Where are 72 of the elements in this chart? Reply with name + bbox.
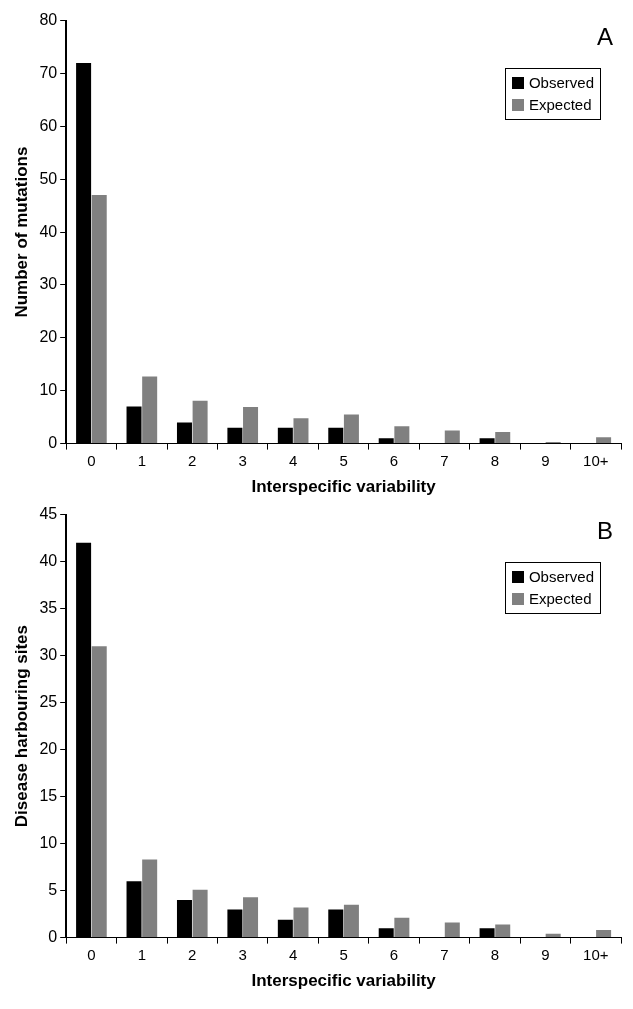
- x-tick-label: 3: [238, 451, 247, 469]
- bar: [444, 922, 460, 938]
- x-axis-title: Interspecific variability: [251, 477, 437, 497]
- bar: [596, 930, 612, 938]
- bar: [444, 430, 460, 444]
- x-tick-label: 4: [288, 945, 298, 963]
- y-tick-label: 25: [39, 693, 58, 711]
- y-tick-label: 5: [48, 881, 58, 899]
- y-tick-label: 35: [39, 599, 58, 617]
- y-tick-label: 20: [39, 740, 58, 758]
- legend-label: Expected: [528, 589, 592, 609]
- x-tick-label: 6: [389, 451, 399, 469]
- y-tick-label: 60: [39, 116, 58, 134]
- y-tick-label: 10: [39, 381, 58, 399]
- bar: [91, 646, 107, 938]
- x-tick-label: 0: [87, 945, 96, 963]
- y-axis-title: Number of mutations: [11, 146, 31, 318]
- x-tick-label: 5: [339, 451, 348, 469]
- bar: [394, 426, 410, 444]
- bar: [293, 907, 309, 938]
- x-axis-title: Interspecific variability: [251, 971, 437, 991]
- x-tick-label: 10+: [583, 945, 609, 963]
- y-tick-label: 30: [39, 275, 58, 293]
- x-tick-label: 4: [288, 451, 298, 469]
- legend-label: Observed: [528, 73, 594, 93]
- bar: [243, 407, 259, 444]
- y-tick-label: 15: [39, 787, 58, 805]
- x-tick-label: 9: [541, 945, 550, 963]
- x-tick-label: 1: [137, 451, 147, 469]
- x-tick-label: 7: [440, 451, 449, 469]
- x-tick-label: 3: [238, 945, 247, 963]
- bar: [343, 904, 359, 938]
- bar: [243, 897, 259, 938]
- x-tick-label: 8: [490, 451, 500, 469]
- legend-label: Expected: [528, 95, 592, 115]
- bar: [495, 924, 511, 938]
- bar: [343, 414, 359, 444]
- x-tick-label: 2: [188, 451, 197, 469]
- annotation: B: [596, 517, 613, 545]
- y-tick-label: 45: [39, 505, 58, 523]
- legend-label: Observed: [528, 567, 594, 587]
- bar: [142, 859, 158, 938]
- bar: [394, 917, 410, 938]
- bar: [91, 195, 107, 444]
- annotation: A: [596, 23, 613, 51]
- bar: [293, 418, 309, 444]
- x-tick-label: 0: [87, 451, 96, 469]
- y-tick-label: 0: [48, 434, 58, 452]
- x-tick-label: 7: [440, 945, 449, 963]
- bar: [142, 376, 158, 444]
- x-tick-label: 8: [490, 945, 500, 963]
- x-tick-label: 9: [541, 451, 550, 469]
- bar: [192, 400, 208, 444]
- bar: [596, 437, 612, 444]
- y-tick-label: 10: [39, 834, 58, 852]
- bar: [495, 431, 511, 444]
- x-tick-label: 10+: [583, 451, 609, 469]
- x-tick-label: 5: [339, 945, 348, 963]
- y-tick-label: 20: [39, 328, 58, 346]
- y-tick-label: 70: [39, 63, 58, 81]
- y-tick-label: 40: [39, 222, 58, 240]
- x-tick-label: 2: [188, 945, 197, 963]
- bar: [545, 933, 561, 938]
- x-tick-label: 6: [389, 945, 399, 963]
- y-tick-label: 0: [48, 928, 58, 946]
- bar: [192, 889, 208, 938]
- y-tick-label: 80: [39, 11, 58, 29]
- y-axis-title: Disease harbouring sites: [11, 625, 31, 828]
- x-tick-label: 1: [137, 945, 147, 963]
- y-tick-label: 50: [39, 169, 58, 187]
- y-tick-label: 40: [39, 552, 58, 570]
- y-tick-label: 30: [39, 646, 58, 664]
